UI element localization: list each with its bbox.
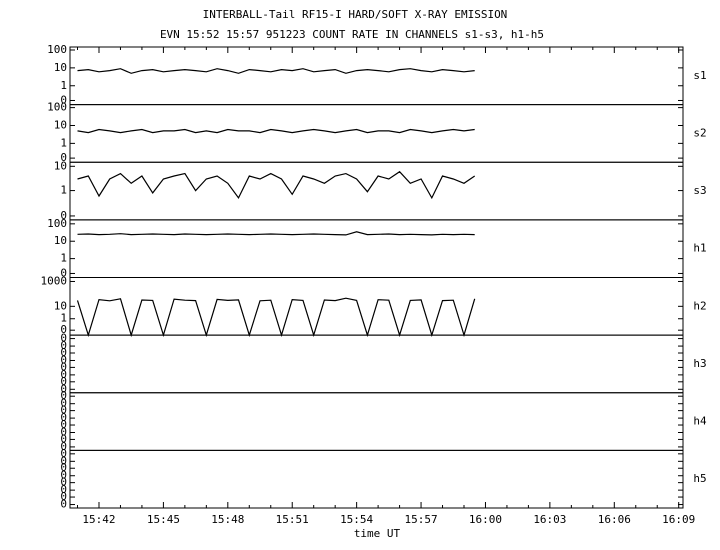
y-tick-label: 0 <box>60 469 67 482</box>
x-tick-label: 16:06 <box>598 513 631 526</box>
y-tick-label: 0 <box>60 339 67 352</box>
panel-label: s3 <box>693 184 706 197</box>
y-tick-label: 0 <box>60 418 67 431</box>
y-tick-label: 1 <box>60 136 67 149</box>
y-tick-label: 0 <box>60 368 67 381</box>
y-tick-label: 100 <box>47 217 67 230</box>
y-tick-label: 1 <box>60 252 67 265</box>
y-tick-label: 100 <box>47 43 67 56</box>
chart-subtitle: EVN 15:52 15:57 951223 COUNT RATE IN CHA… <box>160 28 544 41</box>
y-tick-label: 10 <box>54 118 67 131</box>
panel-label: s1 <box>693 69 706 82</box>
y-tick-label: 0 <box>60 266 67 279</box>
x-tick-label: 15:48 <box>211 513 244 526</box>
panel-label: s2 <box>693 126 706 139</box>
y-tick-label: 0 <box>60 440 67 453</box>
y-tick-label: 100 <box>47 101 67 114</box>
y-tick-label: 0 <box>60 498 67 511</box>
y-tick-label: 0 <box>60 332 67 345</box>
x-tick-label: 15:51 <box>276 513 309 526</box>
panel-label: h5 <box>693 472 706 485</box>
y-tick-label: 0 <box>60 346 67 359</box>
y-tick-label: 0 <box>60 454 67 467</box>
panel-label: h1 <box>693 242 706 255</box>
y-tick-label: 0 <box>60 323 67 336</box>
data-line <box>76 297 476 338</box>
y-tick-label: 10 <box>54 61 67 74</box>
data-line <box>77 231 475 236</box>
data-line <box>77 68 475 74</box>
y-tick-label: 1 <box>60 312 67 325</box>
y-tick-label: 0 <box>60 375 67 388</box>
x-tick-label: 15:45 <box>147 513 180 526</box>
panel-label: h2 <box>693 299 706 312</box>
panel-label: h3 <box>693 357 706 370</box>
y-tick-label: 0 <box>60 461 67 474</box>
x-axis-label: time UT <box>354 527 401 540</box>
y-tick-label: 10 <box>54 234 67 247</box>
y-tick-label: 0 <box>60 447 67 460</box>
panel-label: h4 <box>693 415 707 428</box>
y-tick-label: 0 <box>60 397 67 410</box>
y-tick-label: 0 <box>60 93 67 106</box>
x-tick-label: 15:54 <box>340 513 373 526</box>
y-tick-label: 1000 <box>41 274 68 287</box>
data-line <box>77 170 476 200</box>
chart-title: INTERBALL-Tail RF15-I HARD/SOFT X-RAY EM… <box>203 8 508 21</box>
x-tick-label: 16:00 <box>469 513 502 526</box>
y-tick-label: 0 <box>60 382 67 395</box>
y-tick-label: 0 <box>60 490 67 503</box>
y-tick-label: 10 <box>54 299 67 312</box>
y-tick-label: 0 <box>60 432 67 445</box>
data-line <box>77 128 475 134</box>
y-tick-label: 0 <box>60 209 67 222</box>
y-tick-label: 0 <box>60 151 67 164</box>
y-tick-label: 0 <box>60 411 67 424</box>
y-tick-label: 0 <box>60 389 67 402</box>
y-tick-label: 0 <box>60 404 67 417</box>
x-tick-label: 16:09 <box>662 513 695 526</box>
x-tick-label: 16:03 <box>533 513 566 526</box>
y-tick-label: 1 <box>60 184 67 197</box>
panel-frame <box>69 449 684 509</box>
y-tick-label: 0 <box>60 353 67 366</box>
y-tick-label: 0 <box>60 483 67 496</box>
y-tick-label: 0 <box>60 426 67 439</box>
x-tick-label: 15:57 <box>404 513 437 526</box>
y-tick-label: 0 <box>60 476 67 489</box>
y-tick-label: 1 <box>60 79 67 92</box>
x-tick-label: 15:42 <box>82 513 115 526</box>
y-tick-label: 10 <box>54 159 67 172</box>
y-tick-label: 0 <box>60 360 67 373</box>
